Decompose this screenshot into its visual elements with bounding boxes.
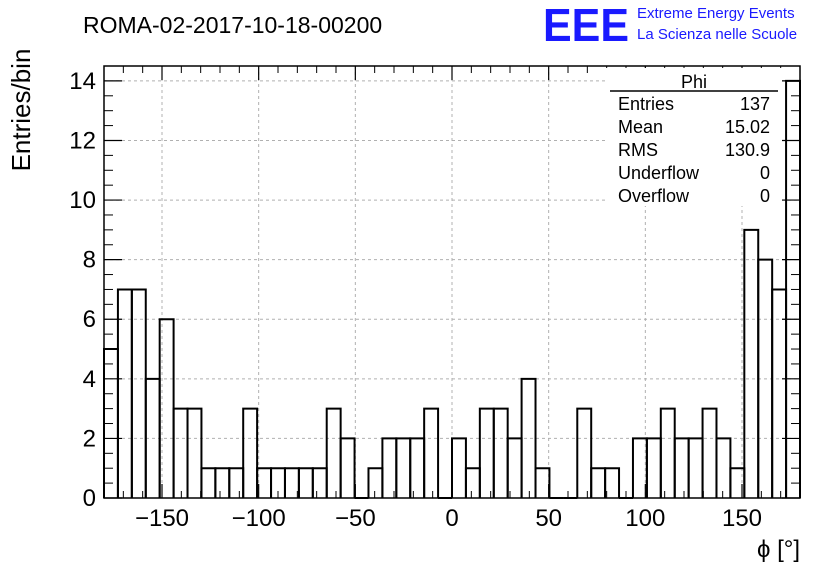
histogram-bar xyxy=(283,467,300,498)
stats-row-label: Underflow xyxy=(618,163,700,183)
x-tick-label: −50 xyxy=(335,505,376,532)
histogram-bar xyxy=(492,407,509,498)
y-tick-label: 8 xyxy=(83,247,96,274)
histogram-bar xyxy=(506,437,523,498)
stats-row-value: 0 xyxy=(760,186,770,206)
histogram-bar xyxy=(423,407,440,498)
histogram-bar xyxy=(130,288,147,498)
stats-row-value: 137 xyxy=(740,94,770,114)
x-tick-label: −150 xyxy=(135,505,189,532)
logo-line-2: La Scienza nelle Scuole xyxy=(637,26,797,43)
histogram-bar xyxy=(590,467,607,498)
logo-line-1: Extreme Energy Events xyxy=(637,5,795,22)
histogram-bar xyxy=(743,228,760,498)
histogram-bar xyxy=(659,407,676,498)
histogram-bar xyxy=(464,467,481,498)
chart-title: ROMA-02-2017-10-18-00200 xyxy=(83,12,382,38)
histogram-bar xyxy=(645,437,662,498)
y-tick-label: 6 xyxy=(83,306,96,333)
histogram-bar xyxy=(576,407,593,498)
stats-row-value: 15.02 xyxy=(725,117,770,137)
y-tick-label: 4 xyxy=(83,366,96,393)
y-axis-label: Entries/bin xyxy=(6,49,36,172)
histogram-bar xyxy=(451,437,467,498)
histogram-bar xyxy=(186,407,203,498)
histogram-bar xyxy=(297,467,314,498)
histogram-bar xyxy=(701,407,718,498)
stats-row-label: RMS xyxy=(618,140,658,160)
histogram-bar xyxy=(687,437,704,498)
y-tick-label: 2 xyxy=(83,425,96,452)
y-tick-label: 10 xyxy=(69,187,96,214)
x-tick-label: 50 xyxy=(535,505,562,532)
histogram-bar xyxy=(242,407,259,498)
histogram-bar xyxy=(478,407,495,498)
histogram-bar xyxy=(534,467,551,498)
histogram-bar xyxy=(339,437,356,498)
tick-labels: −150 −100 −50 0 50 100 150 0 2 4 6 8 10 12 14 xyxy=(69,68,762,532)
x-axis-label: ϕ [°] xyxy=(757,536,800,563)
stats-rows: Entries 137 Mean 15.02 RMS 130.9 Underflow 0 Ove… xyxy=(618,94,770,206)
histogram-bar xyxy=(395,437,412,498)
y-tick-label: 12 xyxy=(69,127,96,154)
histogram-bar xyxy=(200,467,217,498)
histogram-bar xyxy=(311,467,328,498)
logo-mark: EEE xyxy=(543,0,629,51)
histogram-bar xyxy=(214,467,231,498)
x-tick-label: −100 xyxy=(232,505,286,532)
stats-row-value: 0 xyxy=(760,163,770,183)
y-tick-label: 0 xyxy=(83,485,96,512)
histogram-bar xyxy=(673,437,690,498)
x-tick-label: 0 xyxy=(445,505,458,532)
stats-box: Phi Entries 137 Mean 15.02 RMS 130.9 Underflow… xyxy=(606,68,782,206)
histogram-bar xyxy=(325,407,342,498)
stats-title: Phi xyxy=(681,72,707,92)
histogram-bar xyxy=(367,467,384,498)
histogram-bar xyxy=(172,407,189,498)
stats-row-value: 130.9 xyxy=(725,140,770,160)
stats-row-label: Overflow xyxy=(618,186,690,206)
x-tick-label: 150 xyxy=(722,505,762,532)
stats-row-label: Mean xyxy=(618,117,663,137)
histogram-bar xyxy=(381,437,398,498)
histogram-bar xyxy=(409,437,426,498)
eee-logo: EEE Extreme Energy Events La Scienza nel… xyxy=(543,0,797,51)
histogram-bar xyxy=(520,377,537,498)
histogram-bar xyxy=(771,288,788,498)
x-tick-label: 100 xyxy=(625,505,665,532)
y-tick-label: 14 xyxy=(69,68,96,95)
histogram-bar xyxy=(715,437,732,498)
histogram-bar xyxy=(116,288,133,498)
stats-row-label: Entries xyxy=(618,94,674,114)
histogram-bar xyxy=(228,467,245,498)
histogram-bar xyxy=(604,467,621,498)
